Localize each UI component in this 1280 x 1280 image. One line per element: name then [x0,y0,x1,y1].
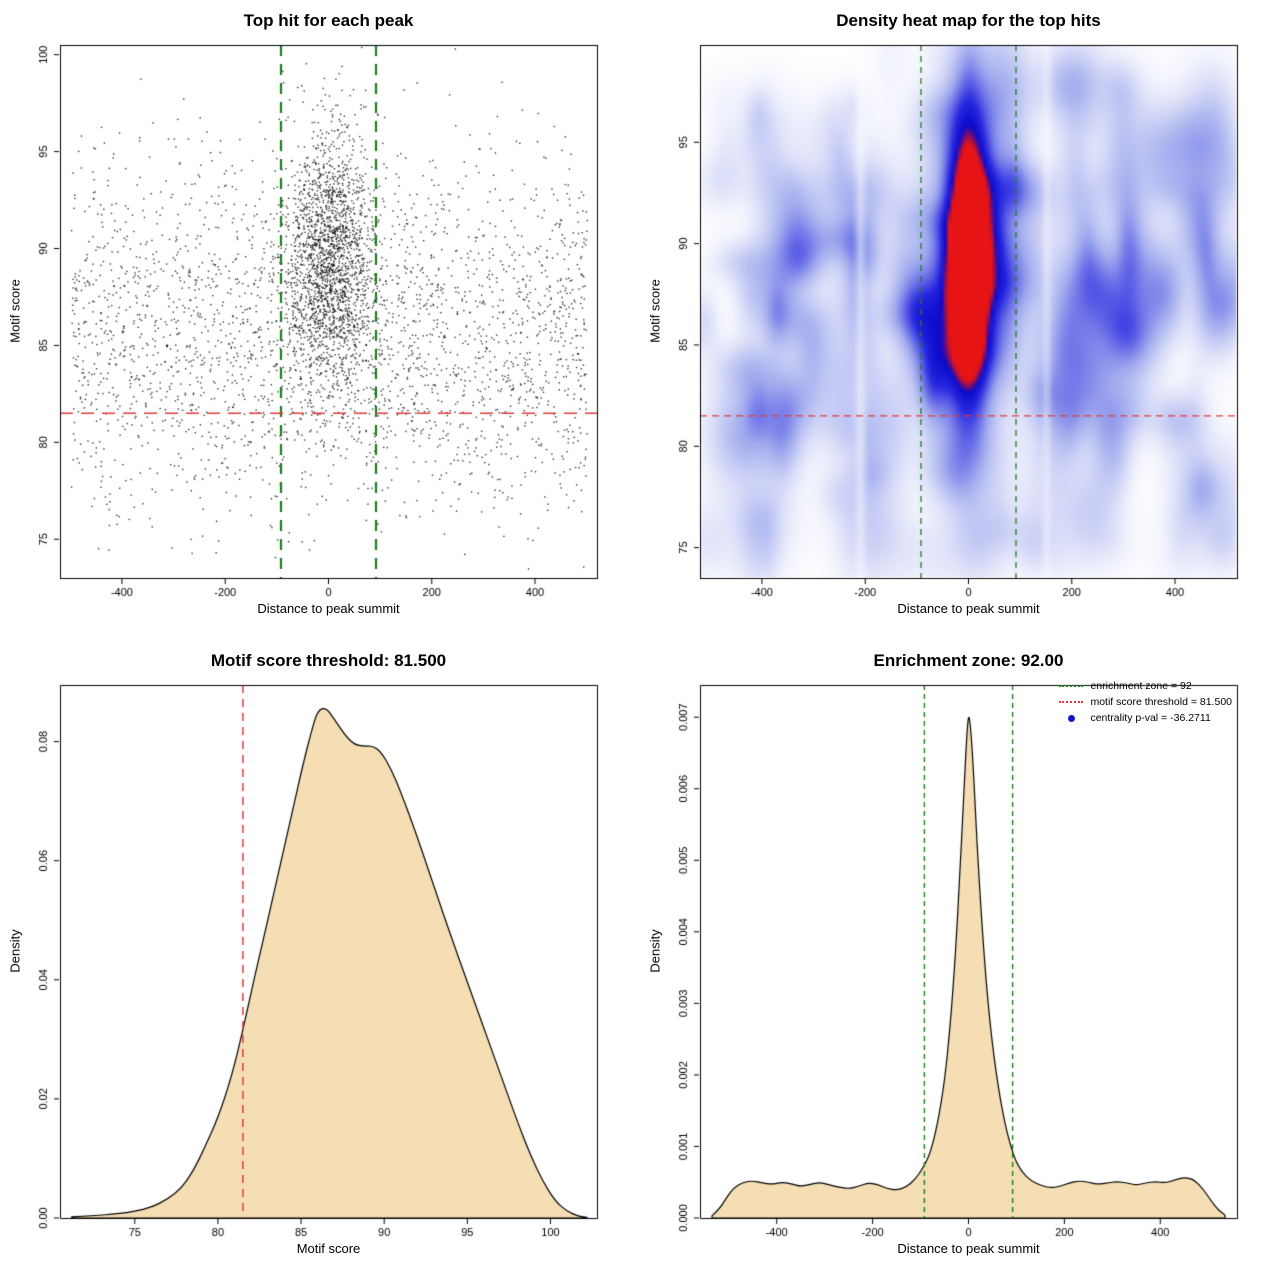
distance-density-y-axis-label: Density [647,929,663,973]
heatmap-plot-canvas [640,0,1280,640]
scatter-y-axis-label: Motif score [7,279,23,343]
plot-legend: enrichment zone = 92 motif score thresho… [1059,680,1232,724]
scatter-plot-canvas [0,0,640,640]
score-density-canvas [0,640,640,1280]
score-density-title: Motif score threshold: 81.500 [210,651,447,670]
scatter-title: Top hit for each peak [243,11,414,30]
legend-item-enrichment-zone: enrichment zone = 92 [1059,680,1232,692]
panel-score-density: Motif score threshold: 81.500 Density Mo… [0,640,640,1280]
red-dotted-line-swatch [1059,701,1084,703]
panel-scatter: Top hit for each peak Motif score Distan… [0,0,640,640]
legend-label: enrichment zone = 92 [1090,680,1192,692]
score-density-x-axis-label: Motif score [296,1241,361,1256]
panel-heatmap: Density heat map for the top hits Motif … [640,0,1280,640]
distance-density-x-axis-label: Distance to peak summit [897,1241,1040,1256]
distance-density-title: Enrichment zone: 92.00 [873,651,1064,670]
legend-label: centrality p-val = -36.2711 [1090,712,1211,724]
score-density-y-axis-label: Density [7,929,23,973]
heatmap-y-axis-label: Motif score [647,279,663,343]
scatter-x-axis-label: Distance to peak summit [257,601,400,616]
legend-item-score-threshold: motif score threshold = 81.500 [1059,696,1232,708]
legend-label: motif score threshold = 81.500 [1090,696,1232,708]
green-dotted-line-swatch [1059,685,1084,687]
heatmap-title: Density heat map for the top hits [836,11,1101,30]
blue-dot-icon [1067,714,1075,722]
panel-distance-density: Enrichment zone: 92.00 Density Distance … [640,640,1280,1280]
legend-item-centrality-pval: centrality p-val = -36.2711 [1059,712,1232,724]
distance-density-canvas [640,640,1280,1280]
heatmap-x-axis-label: Distance to peak summit [897,601,1040,616]
blue-dot-swatch [1059,714,1083,722]
